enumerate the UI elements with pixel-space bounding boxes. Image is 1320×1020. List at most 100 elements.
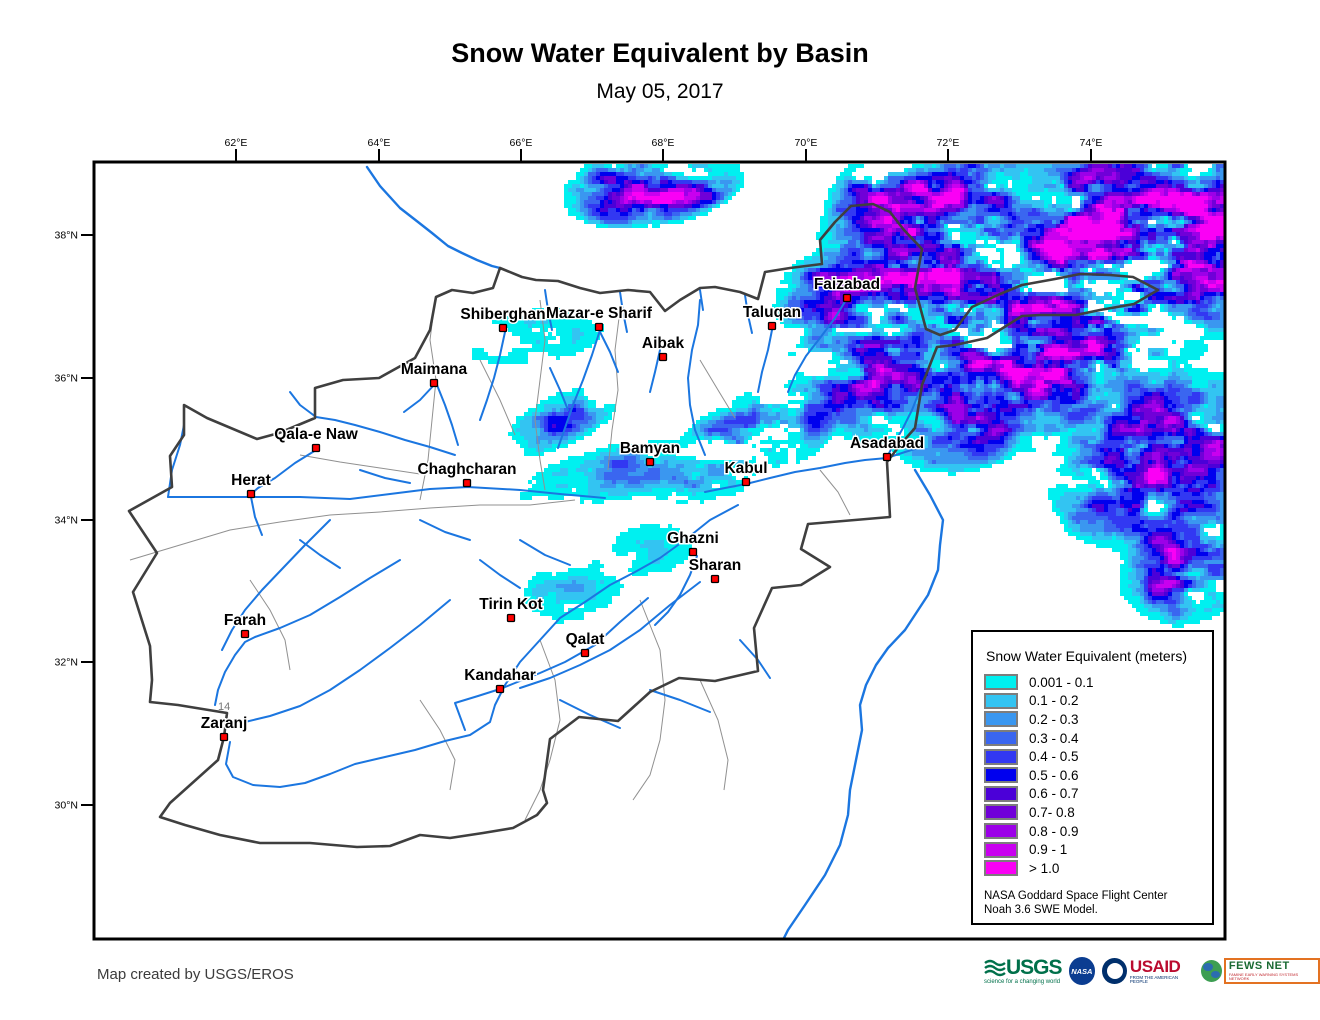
legend-note-line1: NASA Goddard Space Flight Center bbox=[984, 890, 1168, 902]
legend-swatch bbox=[984, 823, 1018, 840]
latitude-label: 38°N bbox=[55, 230, 78, 242]
city-label: Kabul bbox=[724, 460, 767, 477]
city-dot bbox=[767, 321, 777, 331]
legend-range-label: 0.8 - 0.9 bbox=[1029, 823, 1079, 839]
map-credit: Map created by USGS/EROS bbox=[97, 966, 294, 983]
city-dot bbox=[842, 293, 852, 303]
legend-range-label: 0.3 - 0.4 bbox=[1029, 730, 1079, 746]
basin-boundaries bbox=[129, 299, 851, 821]
city-dot bbox=[495, 684, 505, 694]
legend-swatch bbox=[984, 692, 1018, 709]
city-label: Asadabad bbox=[850, 435, 924, 452]
legend-range-label: 0.5 - 0.6 bbox=[1029, 767, 1079, 783]
latitude-label: 36°N bbox=[55, 373, 78, 385]
city-dot bbox=[219, 732, 229, 742]
legend-range-label: 0.2 - 0.3 bbox=[1029, 711, 1079, 727]
city-dot bbox=[594, 322, 604, 332]
longitude-label: 68°E bbox=[652, 137, 675, 149]
legend-range-label: 0.6 - 0.7 bbox=[1029, 786, 1079, 802]
city-dot bbox=[311, 443, 321, 453]
legend-entries: 0.001 - 0.1 0.1 - 0.2 0.2 - 0.3 0.3 - 0.4 0.… bbox=[973, 673, 1212, 878]
legend-note-line2: Noah 3.6 SWE Model. bbox=[984, 904, 1098, 916]
legend-row: 0.2 - 0.3 bbox=[984, 710, 1212, 729]
legend-swatch bbox=[984, 841, 1018, 858]
city-dot bbox=[710, 574, 720, 584]
city-dot bbox=[429, 378, 439, 388]
legend-note: NASA Goddard Space Flight Center Noah 3.… bbox=[984, 889, 1167, 917]
legend-range-label: 0.7- 0.8 bbox=[1029, 804, 1075, 820]
map-subtitle: May 05, 2017 bbox=[596, 80, 724, 103]
legend-range-label: 0.1 - 0.2 bbox=[1029, 693, 1079, 709]
city-label: Zaranj bbox=[201, 715, 248, 732]
city-dot bbox=[688, 547, 698, 557]
city-dot bbox=[882, 452, 892, 462]
usaid-seal-icon bbox=[1102, 958, 1127, 984]
city-label: Maimana bbox=[401, 361, 468, 378]
legend-row: 0.7- 0.8 bbox=[984, 803, 1212, 822]
country-border bbox=[127, 202, 1160, 849]
fewsnet-logo-tagline: FAMINE EARLY WARNING SYSTEMS NETWORK bbox=[1228, 972, 1299, 981]
legend-swatch bbox=[984, 804, 1018, 821]
logo-strip: USGS science for a changing world NASA U… bbox=[984, 952, 1320, 990]
nasa-logo-text: NASA bbox=[1071, 966, 1093, 976]
city-label: Chaghcharan bbox=[417, 461, 516, 478]
city-dot bbox=[741, 477, 751, 487]
city-label: Tirin Kot bbox=[479, 596, 542, 613]
city-dot bbox=[645, 457, 655, 467]
city-label: Herat bbox=[231, 472, 271, 489]
city-label: Bamyan bbox=[620, 440, 680, 457]
city-label: Farah bbox=[224, 612, 266, 629]
legend-range-label: 0.4 - 0.5 bbox=[1029, 749, 1079, 765]
rivers-layer bbox=[167, 165, 945, 939]
legend-range-label: 0.001 - 0.1 bbox=[1029, 674, 1094, 690]
city-label: Qala-e Naw bbox=[274, 426, 359, 443]
legend-row: 0.5 - 0.6 bbox=[984, 766, 1212, 785]
city-dot bbox=[580, 648, 590, 658]
city-label: Faizabad bbox=[814, 276, 880, 293]
city-dot bbox=[246, 489, 256, 499]
city-label: Kandahar bbox=[464, 667, 536, 684]
latitude-label: 30°N bbox=[55, 800, 78, 812]
city-label: Taluqan bbox=[743, 304, 801, 321]
longitude-label: 62°E bbox=[225, 137, 248, 149]
legend: Snow Water Equivalent (meters) 0.001 - 0… bbox=[971, 630, 1214, 925]
nasa-logo: NASA bbox=[1068, 957, 1096, 985]
map-layers: 14 Faizabad Taluqan Mazar-e SharifShibergha… bbox=[127, 164, 1225, 939]
legend-swatch bbox=[984, 730, 1018, 747]
legend-row: 0.9 - 1 bbox=[984, 840, 1212, 859]
city-dot bbox=[506, 613, 516, 623]
city-label: Mazar-e Sharif bbox=[546, 305, 653, 322]
legend-row: 0.6 - 0.7 bbox=[984, 785, 1212, 804]
legend-row: 0.3 - 0.4 bbox=[984, 729, 1212, 748]
city-label: Shiberghan bbox=[460, 306, 545, 323]
legend-swatch bbox=[984, 785, 1018, 802]
usaid-logo-text: USAID bbox=[1129, 956, 1181, 976]
usgs-wave-icon bbox=[984, 959, 1006, 976]
longitude-label: 64°E bbox=[368, 137, 391, 149]
usgs-logo: USGS science for a changing world bbox=[984, 956, 1063, 985]
city-label: Qalat bbox=[566, 631, 605, 648]
longitude-label: 72°E bbox=[937, 137, 960, 149]
city-dot bbox=[462, 478, 472, 488]
map-frame-border bbox=[92, 160, 1227, 941]
usgs-logo-text: USGS bbox=[1006, 956, 1063, 979]
usaid-logo-tagline: FROM THE AMERICAN PEOPLE bbox=[1129, 974, 1179, 984]
city-dot bbox=[498, 323, 508, 333]
legend-range-label: > 1.0 bbox=[1029, 860, 1060, 876]
fewsnet-logo-text: FEWS NET bbox=[1228, 960, 1290, 972]
longitude-label: 74°E bbox=[1080, 137, 1103, 149]
legend-row: > 1.0 bbox=[984, 859, 1212, 878]
snow-layer bbox=[472, 164, 1225, 628]
city-label: Ghazni bbox=[667, 530, 719, 547]
legend-swatch bbox=[984, 767, 1018, 784]
legend-swatch bbox=[984, 748, 1018, 765]
legend-row: 0.001 - 0.1 bbox=[984, 673, 1212, 692]
usaid-logo: USAID FROM THE AMERICAN PEOPLE bbox=[1102, 958, 1194, 985]
legend-row: 0.1 - 0.2 bbox=[984, 692, 1212, 711]
latitude-label: 34°N bbox=[55, 515, 78, 527]
usgs-logo-tagline: science for a changing world bbox=[984, 979, 1061, 985]
basin-number-label: 14 bbox=[218, 701, 230, 713]
legend-swatch bbox=[984, 711, 1018, 728]
